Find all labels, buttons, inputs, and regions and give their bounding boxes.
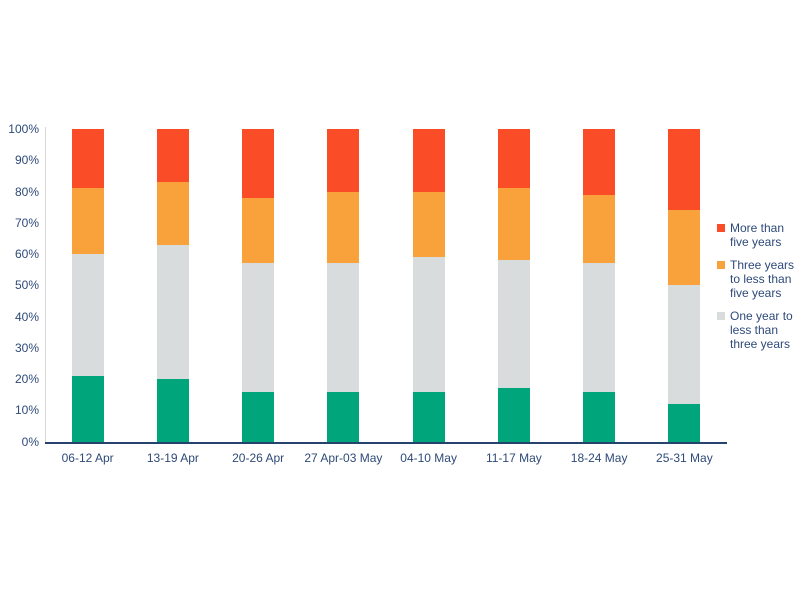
legend-label: More than five years [730, 221, 785, 249]
x-category-label: 25-31 May [656, 450, 713, 465]
y-tick-label: 0% [21, 434, 39, 449]
bar-segment-one-year-to-less-than-three-years [412, 257, 445, 392]
bar-segment-three-years-to-less-than-five-years [497, 188, 530, 261]
y-tick-label: 80% [14, 184, 39, 199]
x-category-label: 11-17 May [485, 450, 542, 465]
y-axis-line [45, 127, 46, 442]
bar-segment-three-years-to-less-than-five-years [242, 197, 275, 264]
bar-segment-unlabeled-green-segment [71, 375, 104, 442]
y-tick-label: 50% [14, 278, 39, 293]
legend-swatch-icon [717, 261, 725, 269]
bar-segment-unlabeled-green-segment [156, 379, 189, 442]
y-tick-label: 40% [14, 309, 39, 324]
bar-segment-unlabeled-green-segment [668, 404, 701, 442]
y-tick-label: 20% [14, 372, 39, 386]
x-category-label: 18-24 May [570, 450, 628, 465]
stacked-bar-04-10 May [412, 129, 445, 442]
bar-segment-one-year-to-less-than-three-years [156, 244, 189, 379]
legend-swatch-icon [717, 224, 725, 232]
bar-segment-more-than-five-years [327, 129, 360, 192]
bar-segment-three-years-to-less-than-five-years [412, 191, 445, 258]
legend-label: Three years to less than five years [730, 258, 795, 300]
bar-segment-one-year-to-less-than-three-years [668, 285, 701, 404]
stacked-bar-06-12 Apr [71, 129, 104, 442]
stacked-bar-11-17 May [497, 129, 530, 442]
legend-swatch-icon [717, 312, 725, 320]
y-tick-label: 70% [14, 215, 39, 230]
bar-segment-three-years-to-less-than-five-years [327, 191, 360, 264]
bar-segment-three-years-to-less-than-five-years [668, 210, 701, 286]
bar-segment-unlabeled-green-segment [497, 388, 530, 442]
x-category-label: 13-19 Apr [146, 450, 199, 465]
y-tick-label: 30% [14, 340, 39, 355]
bar-segment-more-than-five-years [668, 129, 701, 211]
x-axis-line [45, 441, 727, 444]
bar-segment-more-than-five-years [497, 129, 530, 189]
legend-entry: One year to less than three years [717, 309, 797, 351]
x-category-label: 20-26 Apr [232, 450, 285, 465]
stacked-bar-20-26 Apr [242, 129, 275, 442]
bar-segment-more-than-five-years [156, 129, 189, 183]
bar-segment-one-year-to-less-than-three-years [497, 260, 530, 389]
bar-segment-three-years-to-less-than-five-years [71, 188, 104, 254]
legend-entry: More than five years [717, 221, 797, 249]
legend-label: One year to less than three years [730, 309, 793, 351]
bar-segment-more-than-five-years [242, 129, 275, 198]
bar-segment-unlabeled-green-segment [242, 391, 275, 442]
bar-segment-one-year-to-less-than-three-years [242, 263, 275, 392]
x-category-label: 06-12 Apr [61, 450, 114, 465]
bar-segment-more-than-five-years [412, 129, 445, 192]
y-tick-label: 100% [8, 122, 39, 136]
bar-segment-three-years-to-less-than-five-years [156, 182, 189, 245]
bar-segment-one-year-to-less-than-three-years [71, 254, 104, 376]
stacked-bar-13-19 Apr [156, 129, 189, 442]
bar-segment-unlabeled-green-segment [327, 391, 360, 442]
bar-segment-unlabeled-green-segment [412, 391, 445, 442]
stacked-bar-25-31 May [668, 129, 701, 442]
x-category-label: 04-10 May [400, 450, 457, 465]
bar-segment-one-year-to-less-than-three-years [327, 263, 360, 392]
y-tick-label: 60% [14, 247, 39, 261]
bar-segment-more-than-five-years [71, 129, 104, 189]
bar-segment-three-years-to-less-than-five-years [583, 194, 616, 264]
y-tick-label: 10% [14, 403, 39, 418]
bar-segment-unlabeled-green-segment [583, 391, 616, 442]
chart-legend: More than five years Three years to less … [717, 221, 797, 351]
x-category-label: 27 Apr-03 May [304, 450, 383, 465]
stacked-bar-27 Apr-03 May [327, 129, 360, 442]
stacked-bar-18-24 May [583, 129, 616, 442]
bar-segment-more-than-five-years [583, 129, 616, 195]
legend-entry: Three years to less than five years [717, 258, 797, 300]
bar-segment-one-year-to-less-than-three-years [583, 263, 616, 392]
y-tick-label: 90% [14, 153, 39, 168]
